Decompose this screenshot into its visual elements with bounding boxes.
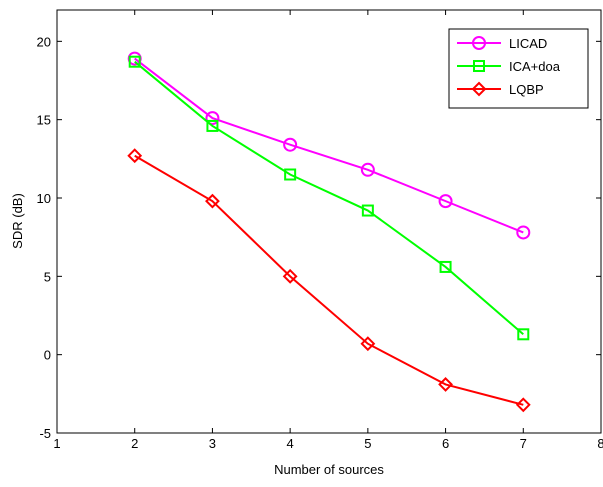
lqbp-diamond-marker: [127, 148, 143, 164]
legend-licad-circle-marker: [472, 36, 486, 50]
ica-doa-square-marker: [361, 204, 374, 217]
licad-circle-marker: [205, 111, 220, 126]
licad-circle-marker: [283, 137, 298, 152]
licad-circle-marker: [360, 162, 375, 177]
x-tick-label: 5: [364, 436, 371, 451]
lqbp-diamond-marker: [205, 193, 220, 209]
y-tick-label: 5: [44, 269, 51, 284]
axis-ticks: 1 2 3 4 5 6 7 8 -5 0 5 10 15 20: [37, 10, 603, 451]
lqbp-diamond-marker: [360, 336, 376, 352]
x-tick-label: 2: [131, 436, 138, 451]
ica-doa-square-marker: [206, 119, 219, 132]
licad-circle-marker: [438, 194, 453, 209]
y-tick-label: 0: [44, 348, 51, 363]
ica-doa-square-marker: [517, 328, 530, 341]
y-tick-label: 10: [37, 191, 51, 206]
legend-lqbp-label: LQBP: [509, 82, 544, 97]
legend-licad-label: LICAD: [509, 36, 547, 51]
lqbp-diamond-marker: [438, 377, 453, 392]
series-layer: [127, 51, 531, 413]
ica-doa-square-marker: [284, 168, 297, 181]
y-tick-label: 15: [37, 113, 51, 128]
lqbp-series-line: [134, 154, 524, 406]
legend-ica-doa-label: ICA+doa: [509, 59, 561, 74]
x-axis-title: Number of sources: [274, 462, 384, 477]
legend-ica-doa-square-marker: [473, 60, 485, 72]
y-tick-label: 20: [37, 34, 51, 49]
y-tick-label: -5: [39, 426, 51, 441]
ica-doa-series-line: [134, 60, 524, 336]
ica-doa-square-marker: [439, 260, 452, 273]
lqbp-diamond-marker: [515, 397, 531, 413]
x-tick-label: 8: [597, 436, 603, 451]
x-tick-label: 6: [442, 436, 449, 451]
x-tick-label: 4: [287, 436, 294, 451]
x-tick-label: 7: [520, 436, 527, 451]
lqbp-diamond-marker: [282, 268, 298, 284]
x-tick-label: 3: [209, 436, 216, 451]
licad-circle-marker: [516, 225, 531, 240]
x-tick-label: 1: [53, 436, 60, 451]
y-axis-title: SDR (dB): [10, 193, 25, 249]
licad-series-line: [134, 57, 524, 234]
ica-doa-square-marker: [128, 55, 141, 68]
legend: LICAD ICA+doa LQBP: [448, 28, 589, 109]
legend-lqbp-diamond-marker: [471, 81, 487, 97]
